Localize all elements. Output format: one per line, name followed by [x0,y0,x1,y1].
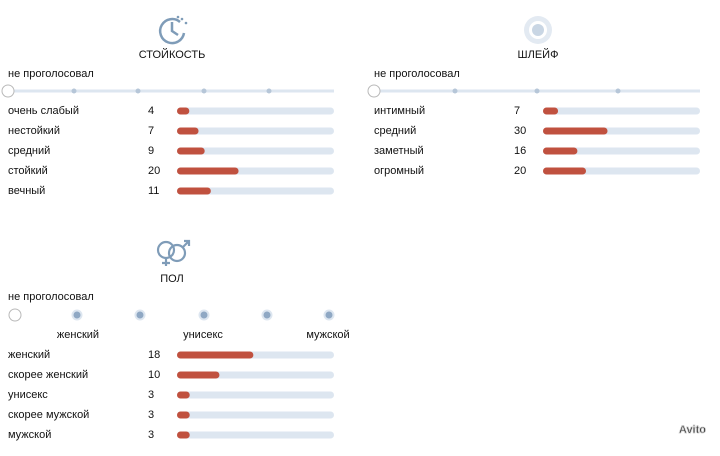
bar-track [177,411,334,419]
sillage-icon [524,16,552,44]
option-label: мужской [8,429,51,441]
option-label: средний [8,145,50,157]
bar [177,411,190,419]
option-count: 4 [148,105,154,117]
slider-dot [452,88,458,94]
bar-track [177,147,334,155]
section-title: СТОЙКОСТЬ [139,48,206,61]
slider-dot [71,309,83,321]
option-count: 30 [514,125,526,137]
option-label: средний [374,125,416,137]
option-label: интимный [374,105,425,117]
bar [177,187,211,195]
slider-dot [134,309,146,321]
option-count: 20 [514,165,526,177]
gender-icon [156,239,191,266]
slider-dot [615,88,621,94]
scale-label: унисекс [183,329,223,341]
section-title: ШЛЕЙФ [518,48,559,61]
option-label: нестойкий [8,125,60,137]
bar [177,351,254,359]
bar [177,107,190,115]
option-count: 18 [148,349,160,361]
slider-dot [201,88,207,94]
not-voted-label: не проголосовал [8,291,94,303]
option-label: унисекс [8,389,48,401]
option-label: женский [8,349,50,361]
slider-knob [1,84,15,98]
option-count: 20 [148,165,160,177]
bar-track [177,107,334,115]
bar-track [177,431,334,439]
option-count: 10 [148,369,160,381]
bar [177,371,220,379]
bar [543,107,559,115]
watermark: Avito [679,424,706,436]
slider-dot [71,88,77,94]
slider-dot [534,88,540,94]
slider-dot [135,88,141,94]
bar [543,127,608,135]
option-count: 11 [148,185,159,197]
longevity-icon [158,15,188,45]
bar-track [177,127,334,135]
bar [177,147,205,155]
bar [543,147,578,155]
bar [543,167,587,175]
option-count: 7 [148,125,154,137]
option-label: заметный [374,145,424,157]
scale-label: женский [57,329,99,341]
option-count: 3 [148,389,154,401]
not-voted-label: не проголосовал [374,68,460,80]
option-count: 7 [514,105,520,117]
slider-knob [367,84,381,98]
option-label: вечный [8,185,45,197]
option-label: скорее мужской [8,409,89,421]
option-count: 9 [148,145,154,157]
option-count: 16 [514,145,526,157]
not-voted-label: не проголосовал [8,68,94,80]
bar-track [177,187,334,195]
slider-dot [266,88,272,94]
option-label: огромный [374,165,424,177]
bar-track [543,107,700,115]
bar-track [177,391,334,399]
option-count: 3 [148,409,154,421]
scale-label: мужской [306,329,349,341]
slider-dot [323,309,335,321]
option-label: скорее женский [8,369,88,381]
section-title: ПОЛ [160,273,184,285]
option-count: 3 [148,429,154,441]
bar-track [543,147,700,155]
option-label: стойкий [8,165,48,177]
option-label: очень слабый [8,105,79,117]
bar [177,167,239,175]
slider-knob [8,308,22,322]
slider-dot [198,309,210,321]
bar [177,431,190,439]
slider-dot [261,309,273,321]
bar [177,391,190,399]
bar [177,127,199,135]
